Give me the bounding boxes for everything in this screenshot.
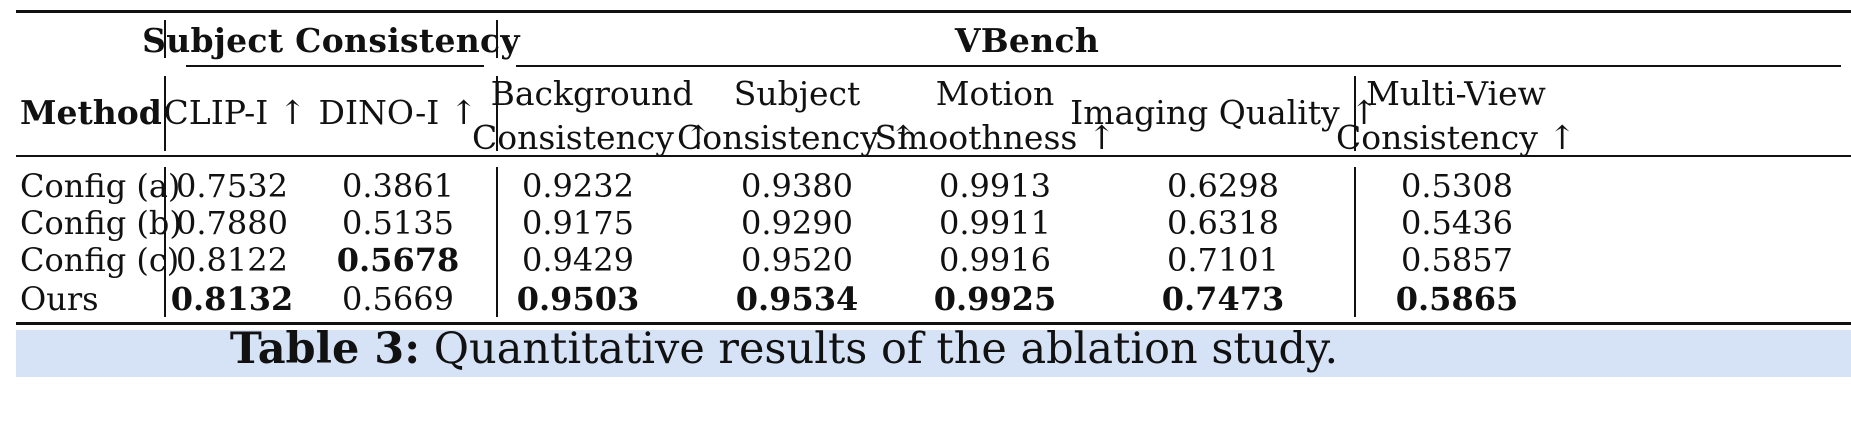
cell-background-consistency: 0.9175 xyxy=(522,204,634,242)
cell-motion-smoothness: 0.9913 xyxy=(939,167,1051,205)
header-motion-line2: Smoothness ↑ xyxy=(874,118,1116,157)
header-motion-line1: Motion xyxy=(935,74,1055,113)
cell-subject-consistency: 0.9534 xyxy=(735,280,859,318)
cell-background-consistency: 0.9503 xyxy=(516,280,640,318)
row-method-cell: Ours xyxy=(20,280,99,318)
vline-subject-header xyxy=(496,76,498,151)
cell-multi-view-consistency: 0.5436 xyxy=(1401,204,1513,242)
highlight-row-ours xyxy=(16,330,1851,377)
header-multiview-line1: Multi-View xyxy=(1366,74,1546,113)
vline-subject-body xyxy=(496,167,498,317)
caption-label: Table 3: xyxy=(229,324,421,374)
header-background-line2: Consistency ↑ xyxy=(471,118,713,157)
cell-imaging-quality: 0.6318 xyxy=(1167,204,1279,242)
cell-clip-i: 0.7880 xyxy=(176,204,288,242)
vline-multiview-header xyxy=(1354,76,1356,151)
header-imaging-quality: Imaging Quality ↑ xyxy=(1070,93,1378,132)
cell-subject-consistency: 0.9380 xyxy=(741,167,853,205)
header-background-consistency: Background Consistency ↑ xyxy=(472,72,712,160)
cell-subject-consistency: 0.9520 xyxy=(741,241,853,279)
cell-background-consistency: 0.9429 xyxy=(522,241,634,279)
header-background-line1: Background xyxy=(490,74,694,113)
vline-subject-top xyxy=(496,20,498,58)
cell-subject-consistency: 0.9290 xyxy=(741,204,853,242)
table-caption: Table 3: Quantitative results of the abl… xyxy=(230,328,1338,371)
cell-imaging-quality: 0.7101 xyxy=(1167,241,1279,279)
group-vbench: VBench xyxy=(954,21,1100,60)
cell-dino-i: 0.5669 xyxy=(342,280,454,318)
vline-method-body xyxy=(164,167,166,317)
bottom-rule xyxy=(16,322,1851,325)
cell-multi-view-consistency: 0.5308 xyxy=(1401,167,1513,205)
cell-multi-view-consistency: 0.5857 xyxy=(1401,241,1513,279)
cell-dino-i: 0.5678 xyxy=(336,241,460,279)
vline-method-header xyxy=(164,76,166,151)
header-dino-i: DINO-I ↑ xyxy=(318,93,478,132)
cell-multi-view-consistency: 0.5865 xyxy=(1395,280,1519,318)
header-rule xyxy=(16,155,1851,157)
header-subject-consistency: Subject Consistency ↑ xyxy=(677,72,917,160)
row-method-cell: Config (a) xyxy=(20,167,181,205)
cell-motion-smoothness: 0.9925 xyxy=(933,280,1057,318)
header-subject-line2: Consistency ↑ xyxy=(676,118,918,157)
row-method-cell: Config (b) xyxy=(20,204,182,242)
header-motion-smoothness: Motion Smoothness ↑ xyxy=(875,72,1116,160)
cell-background-consistency: 0.9232 xyxy=(522,167,634,205)
cell-clip-i: 0.8132 xyxy=(170,280,294,318)
header-subject-line1: Subject xyxy=(733,74,861,113)
cell-motion-smoothness: 0.9916 xyxy=(939,241,1051,279)
cell-imaging-quality: 0.6298 xyxy=(1167,167,1279,205)
cell-imaging-quality: 0.7473 xyxy=(1161,280,1285,318)
header-multiview-line2: Consistency ↑ xyxy=(1335,118,1577,157)
top-rule xyxy=(16,10,1851,13)
row-method-cell: Config (c) xyxy=(20,241,180,279)
vline-multiview-body xyxy=(1354,167,1356,317)
cell-clip-i: 0.8122 xyxy=(176,241,288,279)
caption-text: Quantitative results of the ablation stu… xyxy=(433,324,1339,374)
group-subject-consistency: Subject Consistency xyxy=(142,21,520,60)
cell-dino-i: 0.5135 xyxy=(342,204,454,242)
header-multi-view-consistency: Multi-View Consistency ↑ xyxy=(1336,72,1576,160)
subject-group-underline xyxy=(186,65,484,67)
vbench-group-underline xyxy=(516,65,1841,67)
vline-method-top xyxy=(164,20,166,58)
cell-dino-i: 0.3861 xyxy=(342,167,454,205)
header-method: Method xyxy=(20,93,162,132)
cell-clip-i: 0.7532 xyxy=(176,167,288,205)
cell-motion-smoothness: 0.9911 xyxy=(939,204,1051,242)
header-clip-i: CLIP-I ↑ xyxy=(163,93,307,132)
